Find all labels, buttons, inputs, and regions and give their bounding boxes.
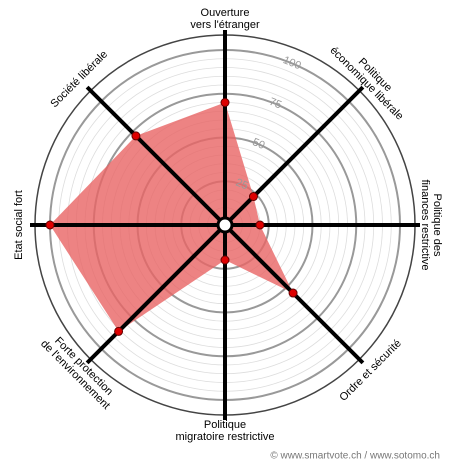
axis-label-line: Politique des [431, 194, 443, 257]
axis-line [85, 85, 227, 227]
point [288, 288, 298, 298]
point [131, 131, 141, 141]
r-tick-label: 75 [267, 96, 283, 112]
point [45, 220, 55, 230]
r-tick-label: 50 [251, 136, 267, 152]
r-tick-label: 25 [234, 177, 250, 193]
point [248, 192, 258, 202]
axis-label-line: Politique [204, 419, 246, 431]
point [220, 255, 230, 265]
axis-line [85, 223, 227, 365]
footer: © www.smartvote.ch / www.sotomo.ch [270, 451, 440, 462]
center [216, 216, 234, 234]
axis-label: Etat social fort [13, 190, 25, 260]
axis-line [223, 85, 365, 227]
axis-label-line: Etat social fort [13, 190, 25, 260]
axis-label-line: Ouverture [201, 7, 250, 19]
point [255, 220, 265, 230]
axis-label-line: migratoire restrictive [175, 431, 274, 443]
axis-label-line: vers l'étranger [190, 19, 260, 31]
axis-label-line: finances restrictive [419, 179, 431, 270]
point [220, 98, 230, 107]
point [114, 326, 124, 336]
area [50, 102, 294, 332]
